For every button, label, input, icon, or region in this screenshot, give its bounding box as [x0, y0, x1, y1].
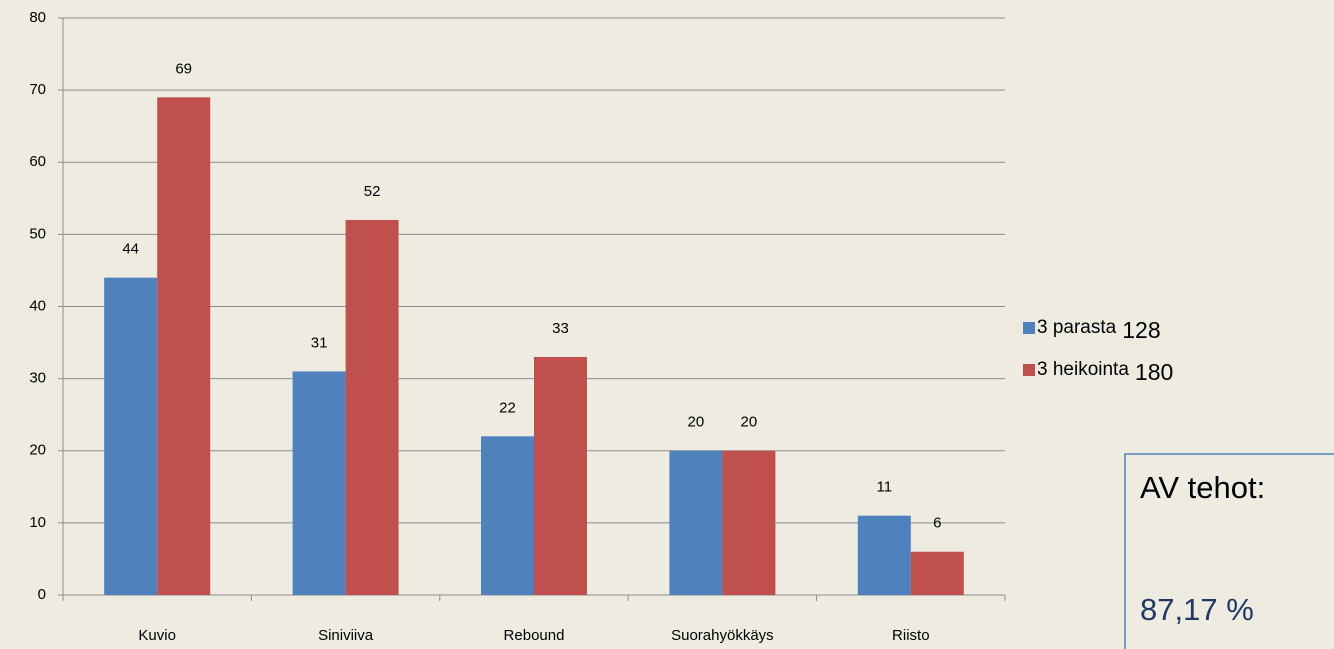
data-label: 33: [552, 320, 569, 337]
y-tick-label: 40: [29, 297, 46, 314]
data-label: 44: [122, 241, 139, 258]
x-tick-label: Siniviiva: [318, 627, 374, 644]
bar: [722, 450, 776, 595]
data-label: 20: [741, 414, 758, 431]
legend-label: 3 heikointa: [1037, 359, 1129, 380]
y-tick-label: 60: [29, 153, 46, 170]
annotation-title: AV tehot:: [1140, 470, 1265, 505]
bar: [157, 97, 211, 596]
legend-total: 128: [1122, 317, 1160, 343]
bar: [104, 277, 158, 595]
x-tick-label: Rebound: [504, 627, 565, 644]
bar: [292, 371, 346, 595]
x-tick-label: Riisto: [892, 627, 930, 644]
y-tick-label: 20: [29, 442, 46, 459]
bar: [481, 436, 534, 595]
y-tick-label: 70: [29, 81, 46, 98]
y-tick-label: 30: [29, 370, 46, 387]
x-tick-label: Suorahyökkäys: [671, 627, 774, 644]
y-tick-label: 80: [29, 9, 46, 26]
y-tick-label: 10: [29, 514, 46, 531]
data-label: 20: [688, 414, 705, 431]
data-label: 69: [175, 60, 192, 77]
annotation-box: [1124, 453, 1334, 649]
bar: [345, 219, 399, 595]
bar: [669, 450, 723, 595]
y-tick-label: 50: [29, 225, 46, 242]
bar: [857, 515, 911, 595]
data-label: 22: [499, 399, 516, 416]
bar: [910, 551, 964, 595]
data-label: 6: [933, 515, 941, 532]
annotation-value: 87,17 %: [1140, 592, 1254, 627]
data-label: 52: [364, 183, 381, 200]
y-tick-label: 0: [38, 586, 46, 603]
data-label: 31: [311, 334, 328, 351]
data-label: 11: [877, 479, 893, 496]
legend-total: 180: [1135, 359, 1173, 385]
legend-swatch: [1023, 364, 1035, 376]
legend-label: 3 parasta: [1037, 317, 1117, 338]
legend-swatch: [1023, 322, 1035, 334]
bar: [534, 356, 587, 595]
x-tick-label: Kuvio: [138, 627, 176, 644]
